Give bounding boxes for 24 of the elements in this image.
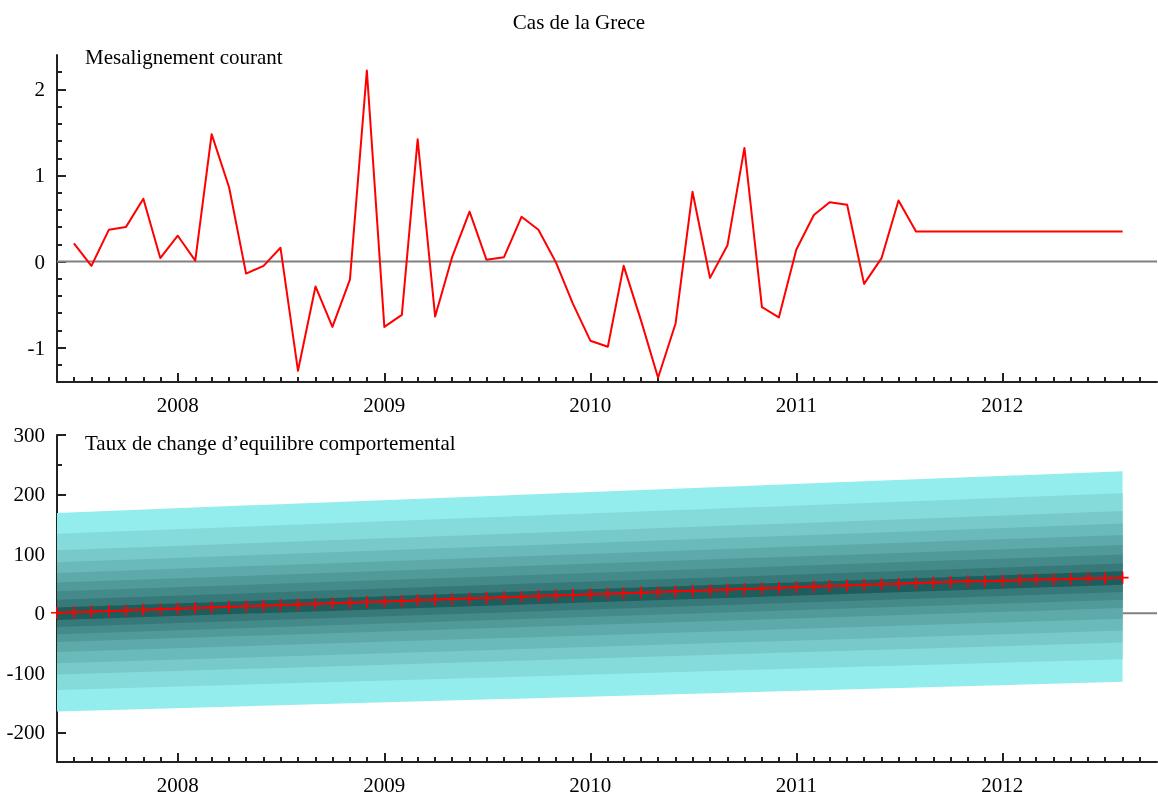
chart-title: Taux de change d’equilibre comportemental bbox=[85, 430, 456, 455]
x-tick-label: 2010 bbox=[569, 392, 612, 417]
x-tick-label: 2012 bbox=[981, 392, 1024, 417]
y-tick-label: 2 bbox=[34, 77, 45, 102]
x-tick-label: 2009 bbox=[363, 392, 406, 417]
y-tick-label: 300 bbox=[13, 423, 45, 447]
y-tick-label: 1 bbox=[34, 163, 45, 188]
line-series bbox=[72, 69, 1124, 379]
x-tick-label: 2010 bbox=[569, 772, 612, 797]
x-tick-label: 2011 bbox=[775, 392, 817, 417]
x-tick-label: 2009 bbox=[363, 772, 406, 797]
y-tick-label: -100 bbox=[6, 660, 45, 685]
y-tick-label: 100 bbox=[13, 541, 45, 566]
x-tick-label: 2012 bbox=[981, 772, 1024, 797]
chart-title: Cas de la Grece bbox=[512, 9, 646, 34]
y-tick-label: 0 bbox=[34, 601, 45, 626]
y-tick-label: 0 bbox=[34, 249, 45, 274]
chart-subtitle: Mesalignement courant bbox=[85, 44, 283, 69]
y-tick-label: -1 bbox=[27, 335, 45, 360]
x-tick-label: 2008 bbox=[156, 392, 199, 417]
x-tick-label: 2011 bbox=[775, 772, 817, 797]
x-tick-label: 2008 bbox=[156, 772, 199, 797]
y-tick-label: 200 bbox=[13, 482, 45, 507]
y-tick-label: -200 bbox=[6, 720, 45, 745]
